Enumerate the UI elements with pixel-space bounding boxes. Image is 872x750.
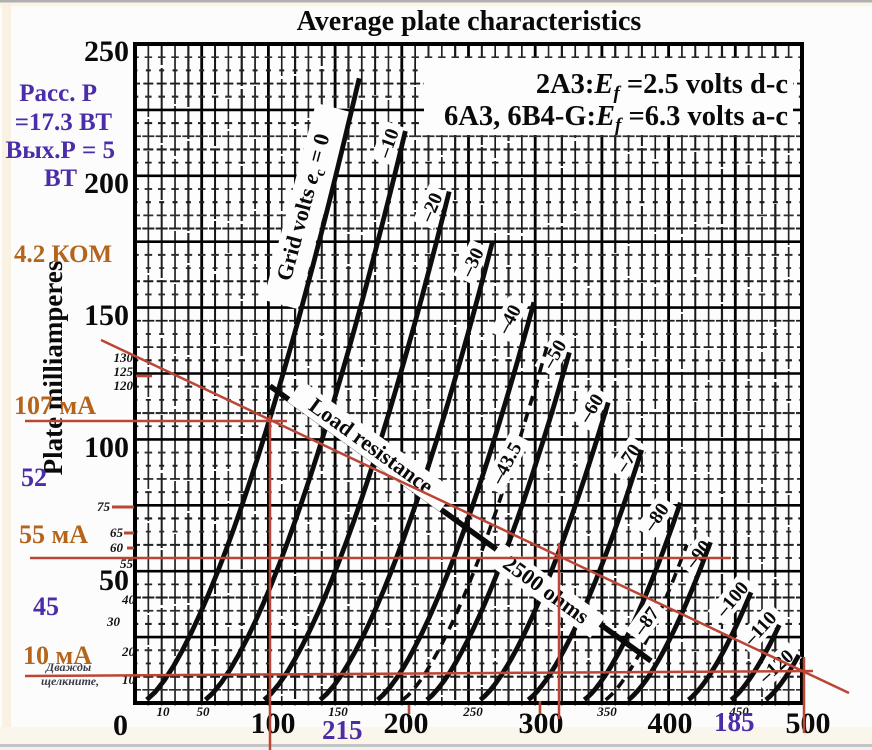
- svg-text:100: 100: [251, 707, 296, 740]
- svg-text:2A3:Ef =2.5 volts d-c: 2A3:Ef =2.5 volts d-c: [536, 69, 788, 104]
- svg-text:10: 10: [157, 704, 171, 719]
- svg-text:250: 250: [462, 704, 483, 719]
- svg-text:ВТ: ВТ: [44, 165, 77, 192]
- svg-text:107 мА: 107 мА: [14, 391, 96, 420]
- svg-text:450: 450: [728, 704, 749, 719]
- svg-text:6A3, 6B4-G:Ef =6.3 volts a-c: 6A3, 6B4-G:Ef =6.3 volts a-c: [444, 101, 788, 136]
- svg-text:60: 60: [110, 540, 124, 555]
- svg-text:200: 200: [84, 167, 129, 200]
- svg-text:40: 40: [121, 592, 136, 607]
- svg-text:65: 65: [110, 525, 124, 540]
- svg-text:500: 500: [786, 707, 831, 740]
- svg-text:75: 75: [97, 499, 111, 514]
- svg-text:Plate milliamperes: Plate milliamperes: [38, 261, 68, 476]
- svg-text:150: 150: [84, 299, 129, 332]
- svg-text:Вых.Р = 5: Вых.Р = 5: [6, 137, 115, 164]
- svg-text:50: 50: [197, 704, 211, 719]
- svg-text:52: 52: [21, 463, 47, 492]
- svg-text:45: 45: [33, 592, 59, 621]
- svg-text:350: 350: [596, 704, 617, 719]
- svg-text:30: 30: [106, 614, 121, 629]
- svg-text:215: 215: [322, 715, 363, 745]
- svg-text:=17.3 ВТ: =17.3 ВТ: [15, 109, 113, 136]
- svg-text:Average plate characteristics: Average plate characteristics: [297, 6, 642, 37]
- svg-text:Расс. Р: Расс. Р: [19, 80, 97, 107]
- svg-text:120: 120: [114, 378, 134, 393]
- svg-text:185: 185: [714, 707, 755, 737]
- svg-text:250: 250: [84, 35, 129, 68]
- svg-text:200: 200: [384, 707, 429, 740]
- svg-text:0: 0: [113, 709, 128, 742]
- svg-text:100: 100: [84, 431, 129, 464]
- svg-text:щелкните,: щелкните,: [41, 674, 99, 688]
- svg-text:4.2 КОМ: 4.2 КОМ: [14, 241, 112, 268]
- svg-text:55 мА: 55 мА: [19, 520, 88, 549]
- svg-text:125: 125: [114, 364, 134, 379]
- svg-text:10 мА: 10 мА: [23, 641, 92, 670]
- svg-text:20: 20: [121, 644, 136, 659]
- svg-text:130: 130: [114, 350, 134, 365]
- svg-text:400: 400: [648, 707, 693, 740]
- svg-text:55: 55: [120, 556, 134, 571]
- svg-text:50: 50: [99, 564, 129, 597]
- svg-text:150: 150: [328, 704, 348, 719]
- svg-text:Дважды: Дважды: [45, 660, 91, 674]
